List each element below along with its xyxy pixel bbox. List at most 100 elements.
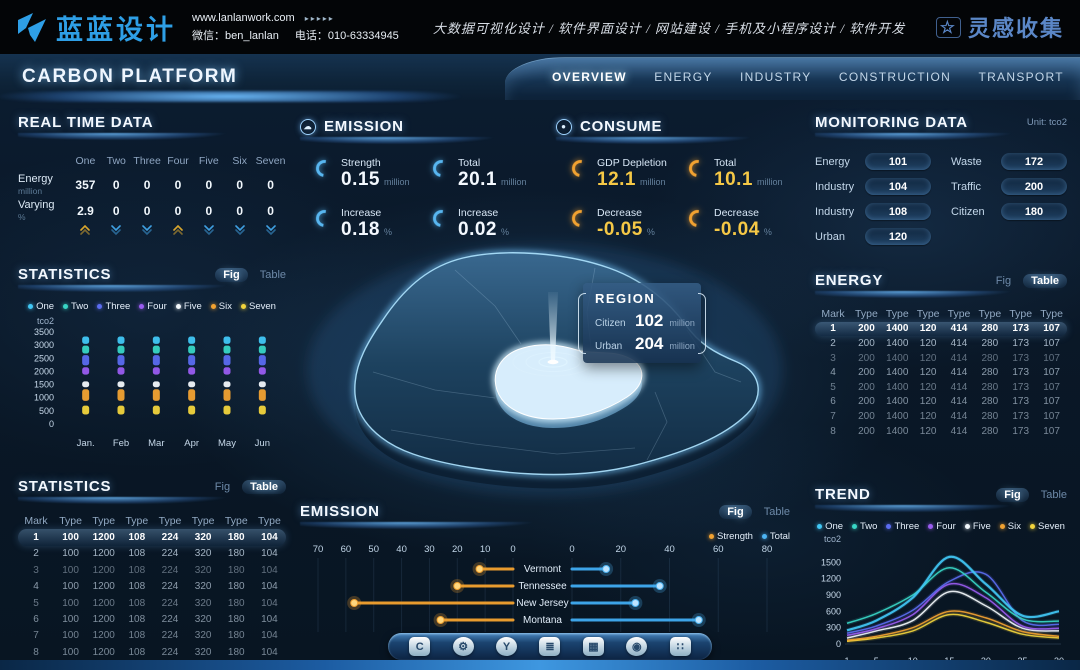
fig-toggle[interactable]: Fig bbox=[995, 274, 1012, 287]
bar-segment-six[interactable] bbox=[188, 389, 196, 401]
bar-segment-four[interactable] bbox=[117, 367, 125, 375]
bar-segment-three[interactable] bbox=[188, 355, 196, 366]
bar-segment-four[interactable] bbox=[223, 367, 231, 375]
selected-region[interactable] bbox=[494, 344, 643, 420]
bar-segment-two[interactable] bbox=[152, 345, 160, 354]
bar-segment-two[interactable] bbox=[223, 345, 231, 354]
table-toggle[interactable]: Table bbox=[242, 479, 286, 494]
table-cell: 1200 bbox=[92, 597, 115, 609]
bar-segment-three[interactable] bbox=[117, 355, 125, 366]
table-row[interactable]: 2 200 1400 120 414 280 173 107 bbox=[815, 336, 1067, 351]
bar-segment-five[interactable] bbox=[152, 381, 160, 388]
table-row[interactable]: 6 200 1400 120 414 280 173 107 bbox=[815, 395, 1067, 410]
bar-segment-one[interactable] bbox=[223, 336, 231, 344]
table-row[interactable]: 1 200 1400 120 414 280 173 107 bbox=[815, 321, 1067, 337]
bar-segment-two[interactable] bbox=[258, 345, 266, 354]
table-row[interactable]: 4 200 1400 120 414 280 173 107 bbox=[815, 365, 1067, 380]
app-grid-icon[interactable]: ∷ bbox=[669, 637, 691, 656]
table-row[interactable]: 1 100 1200 108 224 320 180 104 bbox=[18, 529, 286, 546]
trend-line-two[interactable] bbox=[846, 567, 1060, 625]
table-row[interactable]: 7 100 1200 108 224 320 180 104 bbox=[18, 628, 286, 644]
table-toggle[interactable]: Table bbox=[259, 268, 286, 281]
table-row[interactable]: 8 100 1200 108 224 320 180 104 bbox=[18, 644, 286, 660]
table-toggle[interactable]: Table bbox=[1023, 273, 1067, 288]
bar-segment-six[interactable] bbox=[258, 389, 266, 401]
nav-item-industry[interactable]: INDUSTRY bbox=[740, 70, 812, 84]
bar-segment-seven[interactable] bbox=[82, 405, 90, 415]
bar-segment-one[interactable] bbox=[82, 336, 90, 344]
trend-line-five[interactable] bbox=[846, 590, 1060, 639]
stat-value: 0.02% bbox=[458, 218, 509, 240]
charging-station-icon[interactable]: ≣ bbox=[539, 637, 561, 656]
bar-segment-seven[interactable] bbox=[258, 405, 266, 415]
nav-item-energy[interactable]: ENERGY bbox=[654, 70, 713, 84]
trend-line-four[interactable] bbox=[846, 582, 1060, 637]
legend-label: Four bbox=[936, 521, 956, 532]
bar-segment-seven[interactable] bbox=[188, 405, 196, 415]
bar-segment-one[interactable] bbox=[152, 336, 160, 344]
table-toggle[interactable]: Table bbox=[763, 505, 790, 518]
bar-segment-one[interactable] bbox=[117, 336, 125, 344]
nav-item-transport[interactable]: TRANSPORT bbox=[978, 70, 1064, 84]
trend-line-one[interactable] bbox=[846, 555, 1060, 632]
bar-segment-five[interactable] bbox=[82, 381, 90, 388]
table-row[interactable]: 5 200 1400 120 414 280 173 107 bbox=[815, 380, 1067, 395]
inspiration-collect-logo: ☆ 灵感收集 bbox=[935, 11, 1064, 43]
table-row[interactable]: 5 100 1200 108 224 320 180 104 bbox=[18, 595, 286, 611]
trend-line-six[interactable] bbox=[846, 610, 1060, 641]
map-visualization[interactable] bbox=[295, 222, 795, 507]
monitor-chart-icon[interactable]: ▦ bbox=[582, 637, 604, 656]
bar-segment-five[interactable] bbox=[223, 381, 231, 388]
bar-segment-three[interactable] bbox=[223, 355, 231, 366]
gear-icon[interactable]: ⚙ bbox=[452, 637, 474, 656]
fig-toggle[interactable]: Fig bbox=[719, 504, 752, 519]
nav-item-overview[interactable]: OVERVIEW bbox=[552, 70, 627, 84]
bar-segment-six[interactable] bbox=[223, 389, 231, 401]
table-row[interactable]: 3 100 1200 108 224 320 180 104 bbox=[18, 562, 286, 578]
bar-segment-one[interactable] bbox=[188, 336, 196, 344]
bar-segment-three[interactable] bbox=[152, 355, 160, 366]
bar-segment-six[interactable] bbox=[82, 389, 90, 401]
bar-segment-two[interactable] bbox=[82, 345, 90, 354]
table-row[interactable]: 3 200 1400 120 414 280 173 107 bbox=[815, 351, 1067, 366]
bar-segment-five[interactable] bbox=[258, 381, 266, 388]
y-badge-icon[interactable]: Y bbox=[496, 637, 518, 656]
trend-line-three[interactable] bbox=[846, 571, 1060, 634]
left-axis-tick: 70 bbox=[313, 544, 324, 555]
bar-segment-six[interactable] bbox=[117, 389, 125, 401]
trend-line-seven[interactable] bbox=[846, 613, 1060, 643]
table-row[interactable]: 2 100 1200 108 224 320 180 104 bbox=[18, 546, 286, 562]
fig-toggle[interactable]: Fig bbox=[996, 487, 1029, 502]
bar-segment-four[interactable] bbox=[82, 367, 90, 375]
nut-icon[interactable]: ◉ bbox=[626, 637, 648, 656]
table-cell: 320 bbox=[194, 614, 212, 626]
bar-segment-seven[interactable] bbox=[152, 405, 160, 415]
bar-segment-seven[interactable] bbox=[117, 405, 125, 415]
bar-segment-seven[interactable] bbox=[223, 405, 231, 415]
fig-toggle[interactable]: Fig bbox=[215, 267, 248, 282]
nav-item-construction[interactable]: CONSTRUCTION bbox=[838, 70, 952, 84]
arc-swoosh-icon bbox=[429, 156, 454, 181]
bar-segment-three[interactable] bbox=[82, 355, 90, 366]
bar-segment-five[interactable] bbox=[117, 381, 125, 388]
table-row[interactable]: 4 100 1200 108 224 320 180 104 bbox=[18, 579, 286, 595]
arc-swoosh-icon bbox=[312, 206, 337, 231]
home-c-icon[interactable]: C bbox=[409, 637, 431, 656]
bar-segment-four[interactable] bbox=[152, 367, 160, 375]
table-row[interactable]: 6 100 1200 108 224 320 180 104 bbox=[18, 611, 286, 627]
realtime-row-label: Varying% bbox=[18, 199, 70, 222]
website-link[interactable]: www.lanlanwork.com bbox=[192, 11, 295, 24]
bar-segment-four[interactable] bbox=[188, 367, 196, 375]
table-row[interactable]: 7 200 1400 120 414 280 173 107 bbox=[815, 409, 1067, 424]
table-toggle[interactable]: Table bbox=[1040, 488, 1067, 501]
bar-segment-four[interactable] bbox=[258, 367, 266, 375]
fig-toggle[interactable]: Fig bbox=[214, 480, 231, 493]
bar-segment-six[interactable] bbox=[152, 389, 160, 401]
monitoring-value-pill: 172 bbox=[1001, 153, 1067, 170]
bar-segment-three[interactable] bbox=[258, 355, 266, 366]
bar-segment-one[interactable] bbox=[258, 336, 266, 344]
table-row[interactable]: 8 200 1400 120 414 280 173 107 bbox=[815, 424, 1067, 439]
bar-segment-two[interactable] bbox=[188, 345, 196, 354]
bar-segment-five[interactable] bbox=[188, 381, 196, 388]
bar-segment-two[interactable] bbox=[117, 345, 125, 354]
